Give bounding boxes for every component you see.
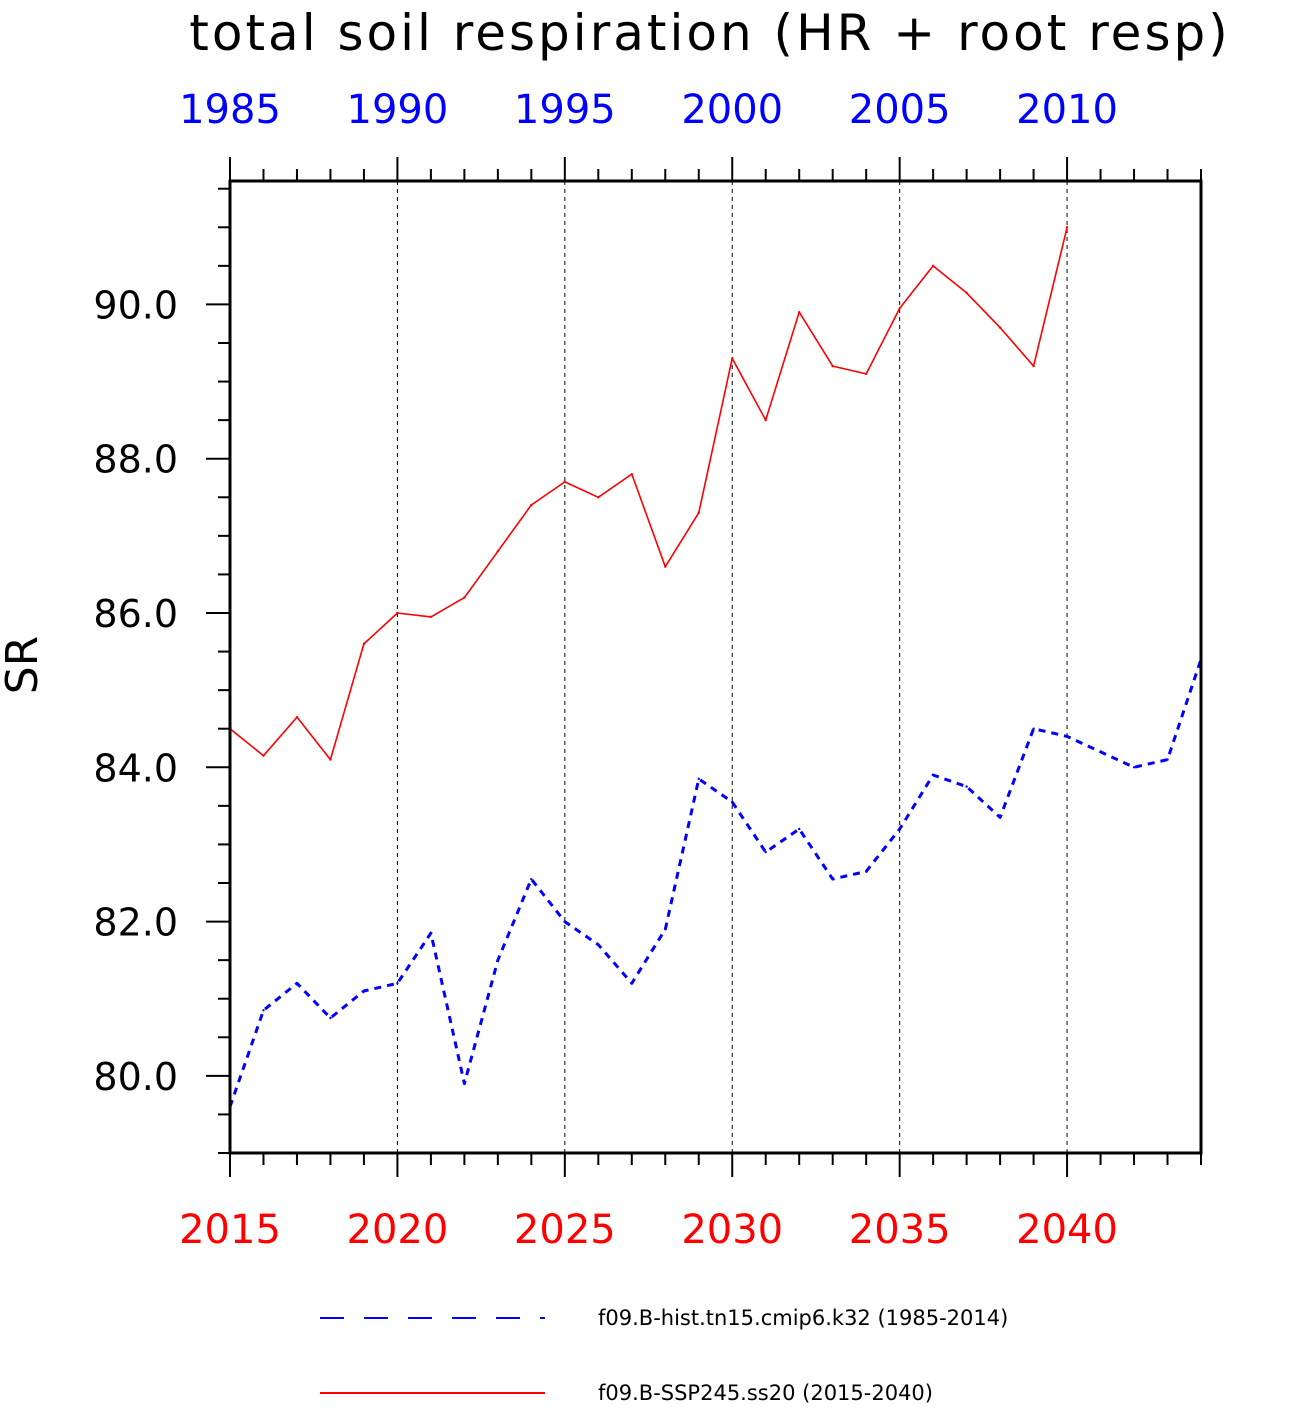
- y-tick-label: 84.0: [93, 746, 178, 790]
- ssp245-point-2024: [530, 503, 533, 507]
- ssp245-point-2029: [697, 511, 700, 514]
- ssp245-point-2036: [931, 264, 935, 268]
- hist-point-2008: [998, 816, 1002, 819]
- ssp245-point-2033: [831, 364, 834, 368]
- ssp245-point-2017: [295, 715, 299, 719]
- y-tick-label: 90.0: [93, 283, 178, 327]
- ssp245-point-2022: [463, 596, 466, 599]
- ssp245-point-2027: [630, 472, 633, 476]
- x-bottom-tick-label: 2035: [849, 1207, 951, 1253]
- ssp245-point-2035: [898, 307, 901, 310]
- ssp245-point-2019: [362, 642, 366, 646]
- ssp245-point-2018: [329, 758, 332, 761]
- chart-title: total soil respiration (HR + root resp): [189, 4, 1231, 62]
- hist-point-1986: [262, 1009, 265, 1012]
- x-top-tick-label: 1995: [514, 87, 616, 133]
- hist-point-2002: [798, 827, 801, 831]
- hist-point-2009: [1032, 727, 1035, 730]
- ssp245-point-2016: [262, 754, 265, 757]
- ssp245-point-2034: [864, 372, 868, 376]
- hist-point-1997: [630, 982, 633, 985]
- hist-point-2004: [864, 870, 868, 873]
- ssp245-point-2023: [496, 550, 500, 553]
- axes: 2015 2020 2025 2030 2035 2040 1985 1990 1995 2000…: [93, 87, 1202, 1253]
- hist-point-2000: [731, 800, 734, 804]
- x-top-tick-label: 1990: [347, 87, 449, 133]
- hist-point-2010: [1065, 735, 1069, 738]
- hist-point-2012: [1132, 766, 1136, 769]
- plot-frame: [228, 179, 1203, 1155]
- hist-point-1987: [295, 982, 299, 985]
- legend: f09.B-hist.tn15.cmip6.k32 (1985-2014) f0…: [320, 1306, 1008, 1405]
- ssp245-point-2028: [664, 565, 667, 568]
- x-bottom-tick-label: 2015: [179, 1207, 281, 1253]
- hist-point-2013: [1166, 758, 1169, 761]
- y-axis-label: SR: [0, 636, 48, 695]
- ssp245-point-2037: [965, 291, 968, 295]
- hist-point-2003: [831, 877, 834, 881]
- series-layer: [228, 226, 1203, 1108]
- hist-point-1995: [563, 920, 567, 923]
- x-bottom-tick-label: 2030: [681, 1207, 783, 1253]
- x-bottom-tick-label: 2025: [514, 1207, 616, 1253]
- hist-point-2011: [1099, 750, 1102, 754]
- ssp245-point-2026: [597, 496, 600, 499]
- hist-point-1992: [463, 1082, 466, 1085]
- ssp245-point-2030: [731, 357, 734, 360]
- x-top-tick-label: 2005: [849, 87, 951, 133]
- hist-point-2007: [965, 785, 968, 788]
- hist-point-1990: [396, 982, 399, 985]
- ssp245-point-2021: [429, 615, 433, 619]
- ssp245-point-2040: [1065, 226, 1069, 229]
- hist-point-1991: [429, 931, 433, 935]
- x-top-tick-label: 2010: [1016, 87, 1118, 133]
- series-line-hist: [228, 658, 1203, 1108]
- hist-point-2006: [931, 773, 935, 777]
- y-tick-label: 86.0: [93, 592, 178, 636]
- ssp245-point-2039: [1032, 364, 1035, 368]
- ssp245-point-2031: [764, 418, 767, 422]
- hist-point-2005: [898, 827, 901, 831]
- y-tick-label: 88.0: [93, 438, 178, 482]
- grid-lines: [396, 181, 1068, 1153]
- hist-point-2001: [764, 850, 767, 854]
- hist-point-1999: [697, 777, 700, 781]
- y-tick-label: 80.0: [93, 1055, 178, 1099]
- hist-point-1988: [329, 1016, 332, 1020]
- y-tick-label: 82.0: [93, 901, 178, 945]
- legend-label-ssp245: f09.B-SSP245.ss20 (2015-2040): [598, 1381, 933, 1405]
- hist-point-1998: [664, 928, 667, 931]
- hist-point-1994: [530, 877, 533, 881]
- x-top-tick-label: 2000: [681, 87, 783, 133]
- x-bottom-tick-label: 2020: [347, 1207, 449, 1253]
- x-top-tick-label: 1985: [179, 87, 281, 133]
- ssp245-point-2032: [798, 310, 801, 314]
- x-bottom-tick-label: 2040: [1016, 1207, 1118, 1253]
- hist-point-1989: [362, 989, 366, 993]
- ssp245-point-2025: [563, 480, 567, 484]
- ssp245-point-2038: [998, 326, 1002, 329]
- ssp245-point-2020: [396, 611, 399, 615]
- hist-point-1993: [496, 958, 500, 962]
- legend-label-hist: f09.B-hist.tn15.cmip6.k32 (1985-2014): [598, 1306, 1008, 1330]
- series-line-ssp245: [229, 227, 1068, 761]
- hist-point-1996: [597, 943, 600, 946]
